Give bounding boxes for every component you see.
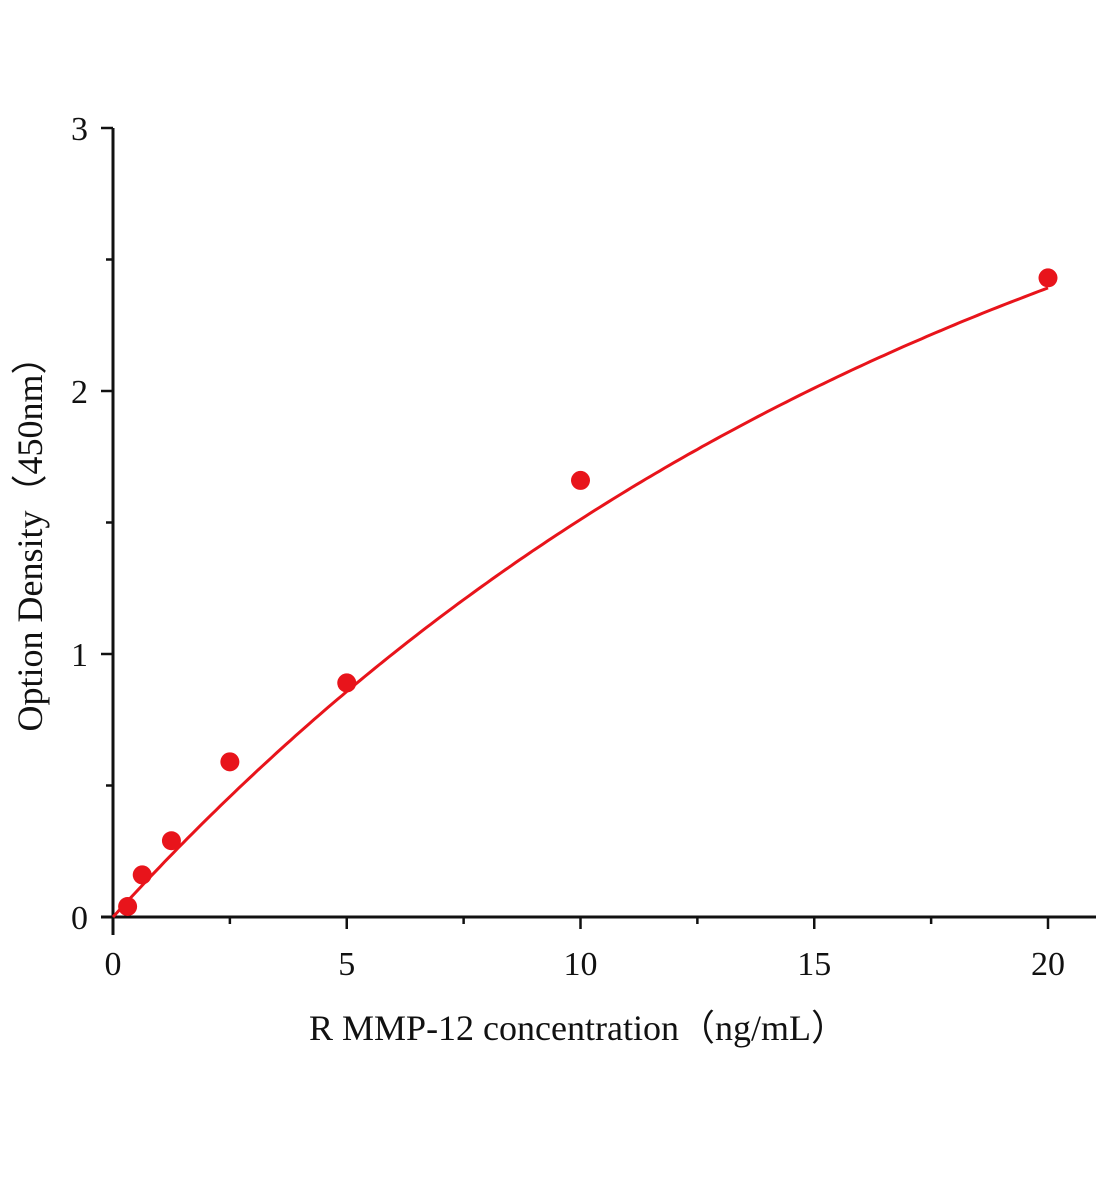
x-tick-label: 10	[564, 946, 598, 983]
y-tick-label: 3	[71, 111, 88, 148]
data-point	[571, 470, 590, 490]
x-axis-label: R MMP-12 concentration（ng/mL）	[309, 1008, 847, 1048]
x-tick-label: 20	[1031, 946, 1065, 983]
axes	[101, 126, 1096, 935]
y-tick-label: 0	[71, 900, 88, 937]
data-point	[118, 896, 138, 916]
x-tick-label: 15	[797, 946, 831, 983]
data-point	[337, 673, 357, 693]
data-point	[1038, 268, 1058, 288]
fit-curve	[111, 286, 1049, 919]
y-tick-label: 1	[71, 637, 88, 674]
data-point	[220, 752, 240, 772]
x-tick-label: 0	[105, 946, 122, 983]
tick-labels: 0 5 10 15 20 0 1 2 3	[71, 111, 1065, 983]
data-point	[132, 865, 152, 885]
x-tick-label: 5	[338, 946, 355, 983]
y-axis-label: Option Density（450nm）	[10, 339, 50, 732]
y-tick-label: 2	[71, 374, 88, 411]
data-points	[118, 268, 1058, 916]
data-point	[161, 831, 181, 851]
